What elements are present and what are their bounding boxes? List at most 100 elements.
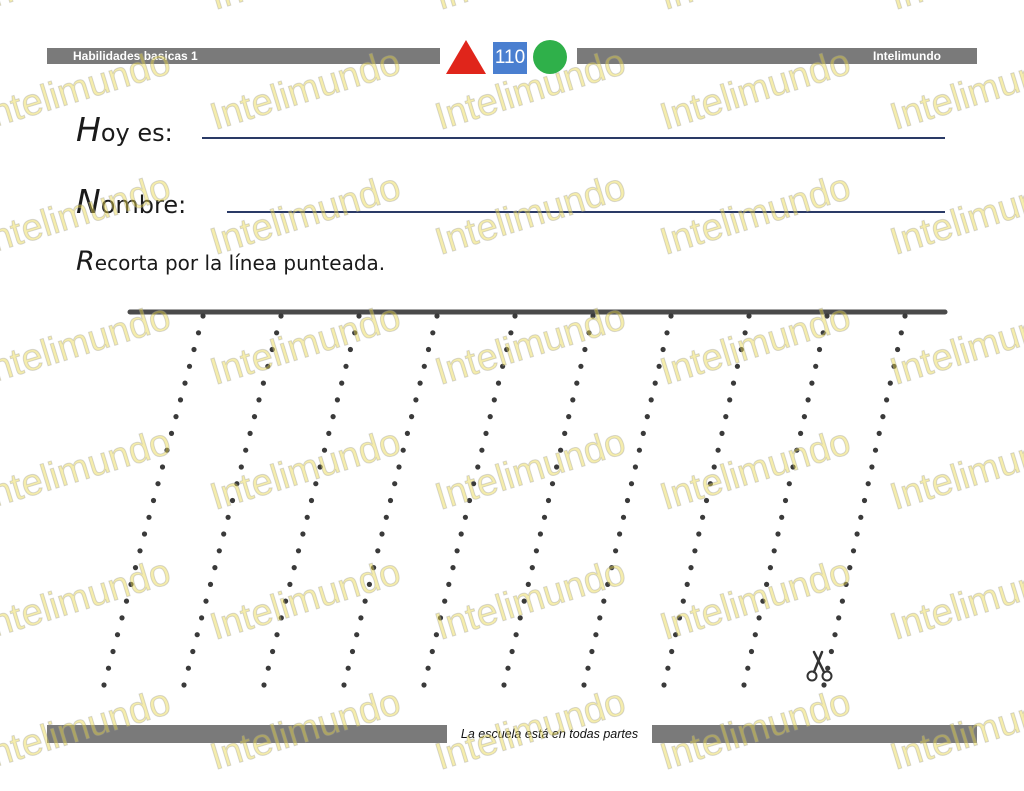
scissors-icon bbox=[806, 650, 833, 682]
cut-dot bbox=[358, 615, 364, 621]
cut-dot bbox=[278, 615, 284, 621]
cut-dot bbox=[880, 414, 886, 420]
cut-dot bbox=[692, 548, 698, 554]
cut-dot bbox=[601, 598, 607, 604]
cut-dot bbox=[832, 632, 838, 638]
footer-bar: La escuela está en todas partes bbox=[47, 725, 977, 743]
cut-dot bbox=[764, 581, 770, 587]
watermark-text: Intelimundo bbox=[655, 0, 855, 19]
cut-dot bbox=[190, 648, 196, 655]
green-circle-icon bbox=[533, 40, 567, 74]
cut-dot bbox=[613, 548, 619, 554]
cut-dot bbox=[887, 380, 893, 386]
cut-dot bbox=[898, 330, 904, 336]
cut-dot bbox=[562, 430, 568, 436]
cut-dot bbox=[529, 565, 535, 571]
cut-dot bbox=[195, 330, 202, 336]
dotted-lines-group bbox=[101, 313, 908, 688]
cut-dot bbox=[446, 581, 452, 587]
cut-dot bbox=[287, 581, 293, 587]
cut-dot bbox=[442, 598, 448, 604]
cut-dot bbox=[711, 464, 717, 470]
cut-dot bbox=[786, 481, 792, 487]
cut-dot bbox=[317, 464, 323, 470]
cut-dot bbox=[665, 665, 671, 671]
cut-dot bbox=[861, 497, 868, 504]
cut-dot bbox=[300, 531, 306, 537]
cut-dot bbox=[450, 565, 456, 571]
cut-dot bbox=[128, 581, 134, 587]
cut-dot bbox=[308, 497, 315, 504]
cut-dot bbox=[396, 464, 402, 470]
cut-dot bbox=[177, 397, 184, 403]
cut-dot bbox=[779, 514, 785, 520]
cut-dot bbox=[719, 430, 725, 436]
cut-dot bbox=[274, 632, 280, 638]
date-write-line[interactable] bbox=[202, 137, 945, 139]
cut-dot bbox=[304, 514, 310, 520]
shapes-logo bbox=[446, 40, 567, 74]
cut-dot bbox=[742, 330, 748, 336]
cut-dot bbox=[652, 380, 658, 386]
cut-dot bbox=[782, 497, 789, 504]
cut-dot bbox=[521, 598, 527, 604]
cut-dot bbox=[278, 313, 284, 319]
cut-dot bbox=[500, 363, 506, 369]
cut-dot bbox=[854, 531, 860, 537]
cut-dot bbox=[114, 632, 121, 638]
cut-dot bbox=[247, 430, 253, 436]
cut-dot bbox=[251, 414, 258, 420]
cut-dot bbox=[345, 665, 351, 671]
cut-dot bbox=[636, 447, 643, 453]
cut-dot bbox=[673, 632, 679, 638]
cut-dot bbox=[843, 581, 849, 587]
cut-dot bbox=[269, 346, 275, 353]
cut-dot bbox=[265, 363, 271, 369]
cut-dot bbox=[545, 497, 552, 504]
cut-dot bbox=[413, 397, 419, 403]
cut-dot bbox=[283, 598, 289, 604]
cut-dot bbox=[159, 464, 166, 470]
cut-dot bbox=[680, 598, 686, 604]
cut-dot bbox=[341, 682, 347, 688]
date-label-initial: H bbox=[76, 110, 101, 149]
cut-dot bbox=[640, 430, 646, 436]
cut-dot bbox=[164, 447, 170, 453]
cut-dot bbox=[375, 548, 381, 554]
cutting-exercise bbox=[101, 309, 948, 688]
cut-dot bbox=[752, 632, 758, 638]
page-number-badge: 110 bbox=[493, 42, 527, 74]
cut-dot bbox=[902, 313, 908, 319]
cut-dot bbox=[509, 648, 515, 655]
watermark-text: Intelimundo bbox=[655, 166, 855, 264]
cut-dot bbox=[199, 615, 205, 621]
cut-dot bbox=[684, 581, 690, 587]
cut-dot bbox=[466, 497, 473, 504]
header-bar-right: Intelimundo bbox=[577, 48, 977, 64]
cut-dot bbox=[700, 514, 706, 520]
cut-dot bbox=[820, 330, 826, 336]
cut-dot bbox=[243, 447, 249, 453]
cut-dot bbox=[191, 346, 197, 353]
cut-dot bbox=[858, 514, 864, 520]
instruction-initial: R bbox=[76, 246, 95, 277]
cut-dot bbox=[330, 414, 336, 420]
cut-dot bbox=[847, 565, 853, 571]
name-label-text: ombre: bbox=[100, 191, 187, 219]
cut-dot bbox=[816, 346, 823, 353]
name-label-initial: N bbox=[76, 182, 101, 221]
cut-dot bbox=[734, 363, 741, 369]
watermark-text: Intelimundo bbox=[430, 0, 630, 19]
cut-dot bbox=[475, 464, 481, 470]
cut-dot bbox=[876, 430, 882, 436]
name-write-line[interactable] bbox=[227, 211, 945, 213]
cut-dot bbox=[150, 497, 157, 504]
cut-dot bbox=[669, 648, 675, 655]
cut-dot bbox=[238, 464, 244, 470]
cut-dot bbox=[212, 565, 218, 571]
cut-dot bbox=[349, 648, 356, 655]
cut-dot bbox=[221, 531, 227, 537]
cut-dot bbox=[491, 397, 497, 403]
cut-dot bbox=[617, 531, 623, 537]
